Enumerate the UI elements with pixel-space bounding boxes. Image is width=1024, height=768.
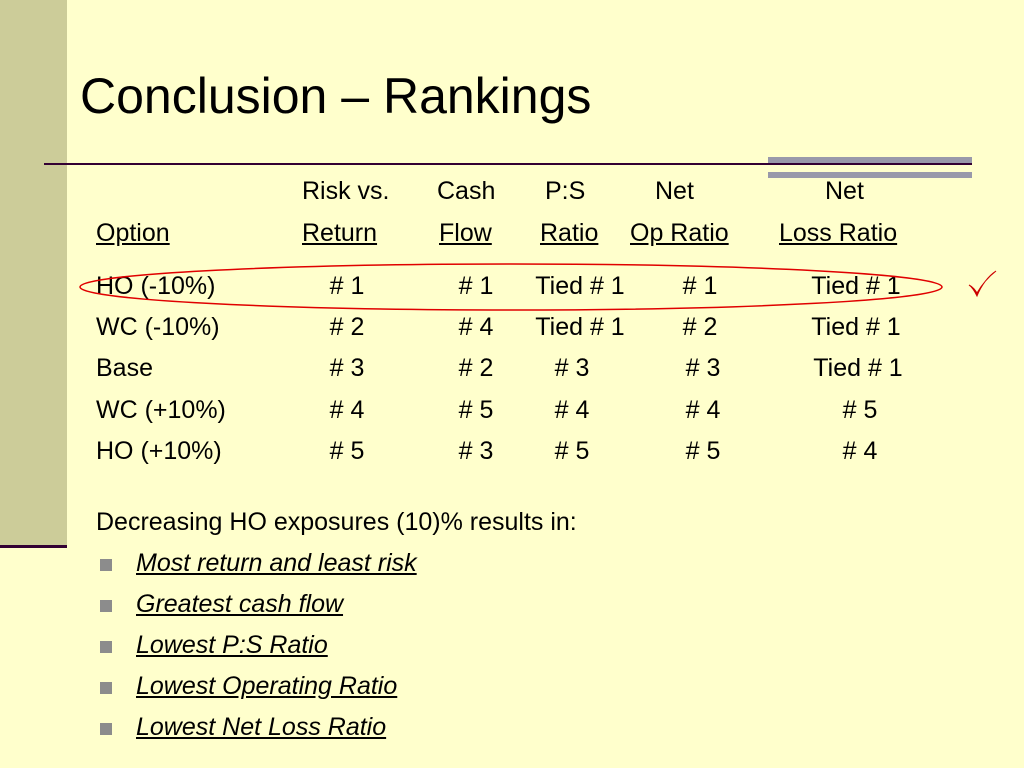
- row5-netop: # 5: [685, 437, 721, 465]
- row3-risk: # 3: [329, 354, 365, 382]
- list-item: Lowest P:S Ratio: [96, 630, 417, 671]
- row4-cash: # 5: [458, 396, 494, 424]
- row1-ps: Tied # 1: [535, 272, 625, 300]
- row5-option: HO (+10%): [96, 437, 222, 465]
- title-divider: [44, 163, 972, 165]
- row3-option: Base: [96, 354, 153, 382]
- accent-bar-bottom: [768, 172, 972, 178]
- row2-option: WC (-10%): [96, 313, 220, 341]
- side-decoration-line: [0, 545, 67, 548]
- row4-netloss: # 5: [842, 396, 878, 424]
- header-netop-line1: Net: [655, 177, 694, 205]
- bullet-text: Lowest P:S Ratio: [136, 631, 328, 659]
- row3-netop: # 3: [685, 354, 721, 382]
- header-option: Option: [96, 219, 170, 247]
- header-netloss-line1: Net: [825, 177, 864, 205]
- list-item: Most return and least risk: [96, 548, 417, 589]
- row1-option: HO (-10%): [96, 272, 216, 300]
- row4-option: WC (+10%): [96, 396, 226, 424]
- row2-netloss: Tied # 1: [811, 313, 901, 341]
- bullet-text: Lowest Operating Ratio: [136, 672, 398, 700]
- list-item: Greatest cash flow: [96, 589, 417, 630]
- row1-cash: # 1: [458, 272, 494, 300]
- bullet-text: Greatest cash flow: [136, 590, 344, 618]
- bullet-text: Most return and least risk: [136, 549, 417, 577]
- side-decoration-bar: [0, 0, 67, 545]
- row4-ps: # 4: [554, 396, 590, 424]
- header-ps-line1: P:S: [545, 177, 586, 205]
- row3-netloss: Tied # 1: [813, 354, 903, 382]
- header-ps-line2: Ratio: [540, 219, 599, 247]
- checkmark-icon: [968, 270, 997, 298]
- header-risk-line2: Return: [302, 219, 378, 247]
- header-cash-line1: Cash: [437, 177, 496, 205]
- row3-ps: # 3: [554, 354, 590, 382]
- row5-cash: # 3: [458, 437, 494, 465]
- square-bullet-icon: [100, 682, 112, 694]
- row2-ps: Tied # 1: [535, 313, 625, 341]
- list-item: Lowest Net Loss Ratio: [96, 712, 417, 753]
- header-risk-line1: Risk vs.: [302, 177, 390, 205]
- row4-risk: # 4: [329, 396, 365, 424]
- square-bullet-icon: [100, 723, 112, 735]
- row5-ps: # 5: [554, 437, 590, 465]
- header-netop-line2: Op Ratio: [630, 219, 729, 247]
- highlight-ellipse: [79, 263, 943, 311]
- header-cash-line2: Flow: [439, 219, 492, 247]
- row1-risk: # 1: [329, 272, 365, 300]
- header-netloss-line2: Loss Ratio: [779, 219, 898, 247]
- square-bullet-icon: [100, 559, 112, 571]
- square-bullet-icon: [100, 641, 112, 653]
- row2-risk: # 2: [329, 313, 365, 341]
- list-item: Lowest Operating Ratio: [96, 671, 417, 712]
- page-title: Conclusion – Rankings: [80, 68, 592, 124]
- row2-netop: # 2: [682, 313, 718, 341]
- row1-netloss: Tied # 1: [811, 272, 901, 300]
- bullet-text: Lowest Net Loss Ratio: [136, 713, 387, 741]
- square-bullet-icon: [100, 600, 112, 612]
- accent-bar-top: [768, 157, 972, 165]
- row1-netop: # 1: [682, 272, 718, 300]
- row5-risk: # 5: [329, 437, 365, 465]
- row5-netloss: # 4: [842, 437, 878, 465]
- row3-cash: # 2: [458, 354, 494, 382]
- summary-bullet-list: Most return and least risk Greatest cash…: [96, 548, 417, 753]
- summary-intro: Decreasing HO exposures (10)% results in…: [96, 508, 577, 536]
- row4-netop: # 4: [685, 396, 721, 424]
- row2-cash: # 4: [458, 313, 494, 341]
